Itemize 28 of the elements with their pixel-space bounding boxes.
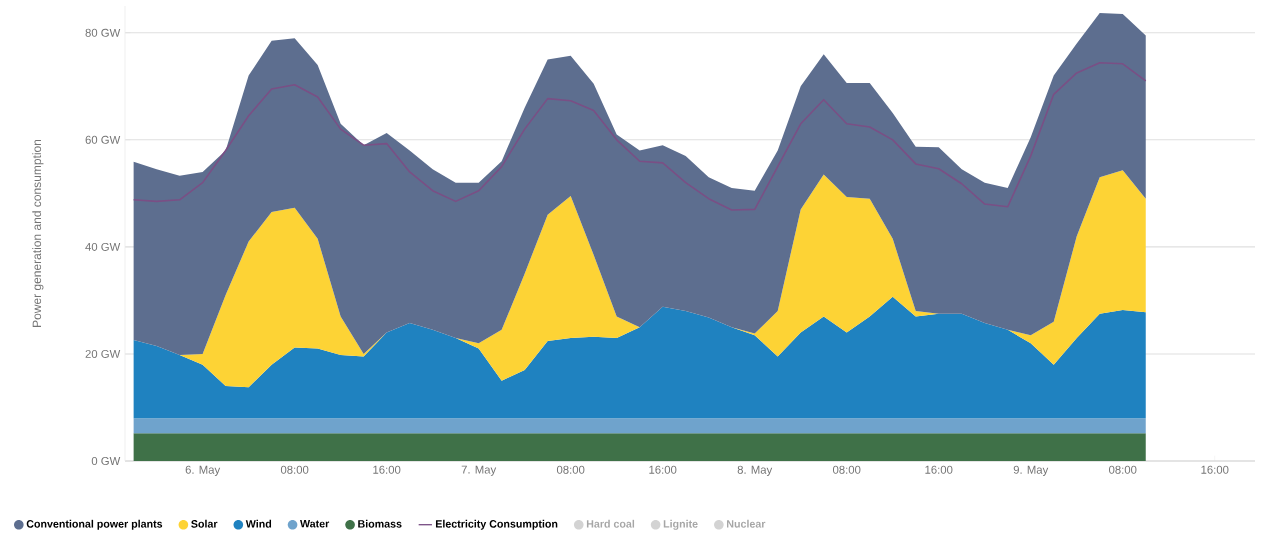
x-tick-label: 08:00 [832,465,861,474]
x-tick-label: 08:00 [1109,465,1137,474]
legend-label: Wind [245,519,272,528]
legend-label: Conventional power plants [26,519,163,530]
y-tick-label: 40 GW [85,242,121,251]
legend-label: Water [300,520,330,528]
y-axis-title: Power generation and consumption [32,139,44,327]
x-tick-label: 16:00 [649,465,677,474]
legend-label: Electricity Consumption [435,519,558,530]
x-tick-label: 9. May [1013,465,1049,476]
y-tick-label: 80 GW [85,28,121,37]
x-tick-label: 08:00 [280,465,309,474]
y-tick-label: 0 GW [91,457,121,466]
legend-label: Nuclear [727,519,766,528]
x-tick-label: 16:00 [925,465,953,474]
y-tick-label: 60 GW [85,135,121,144]
x-tick-label: 6. May [185,465,221,476]
legend-label: Hard coal [586,519,635,528]
x-tick-label: 08:00 [556,465,585,474]
legend-label: Biomass [358,519,402,528]
legend-label: Lignite [663,519,698,530]
line-series [132,61,1147,211]
x-tick-label: 16:00 [373,465,401,474]
x-tick-label: 16:00 [1201,465,1229,474]
x-tick-label: 7. May [461,465,497,476]
x-tick-label: 8. May [737,465,773,476]
y-tick-label: 20 GW [85,349,121,358]
legend-label: Solar [191,519,218,528]
